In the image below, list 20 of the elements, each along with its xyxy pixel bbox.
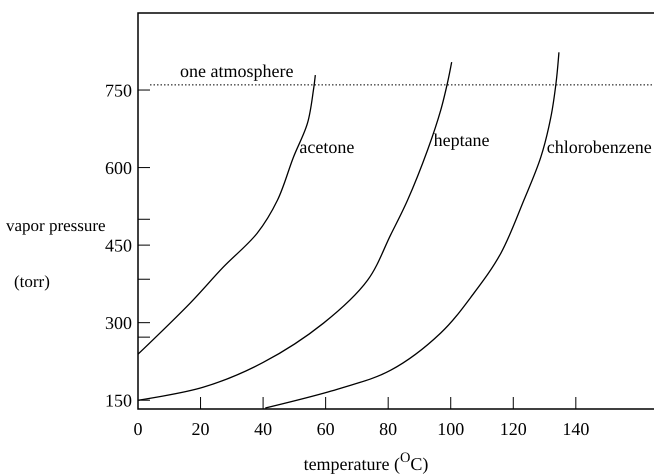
y-tick-label: 450 — [105, 235, 132, 256]
series-label: chlorobenzene — [546, 137, 652, 158]
x-tick-label: 40 — [254, 419, 272, 439]
y-axis-title: vapor pressure — [6, 216, 106, 235]
x-tick-label: 80 — [379, 419, 398, 439]
y-tick-label: 600 — [105, 158, 132, 178]
x-tick-label: 140 — [562, 419, 590, 439]
series-label: acetone — [299, 137, 354, 158]
x-tick-label: 20 — [192, 419, 210, 439]
y2-axis-title: (torr) — [14, 272, 50, 291]
ref-line-label: one atmosphere — [180, 60, 294, 81]
y-tick-label: 150 — [105, 390, 132, 411]
x-axis-title: temperature ($^{O}$C) — [304, 450, 428, 474]
x-tick-label: 0 — [134, 419, 142, 439]
series-label: heptane — [434, 130, 490, 150]
y-tick-label: 300 — [105, 312, 132, 333]
x-tick-label: 60 — [316, 419, 335, 439]
x-tick-label: 120 — [500, 419, 527, 439]
y-tick-label: 750 — [105, 80, 132, 100]
x-tick-label: 100 — [437, 419, 464, 439]
